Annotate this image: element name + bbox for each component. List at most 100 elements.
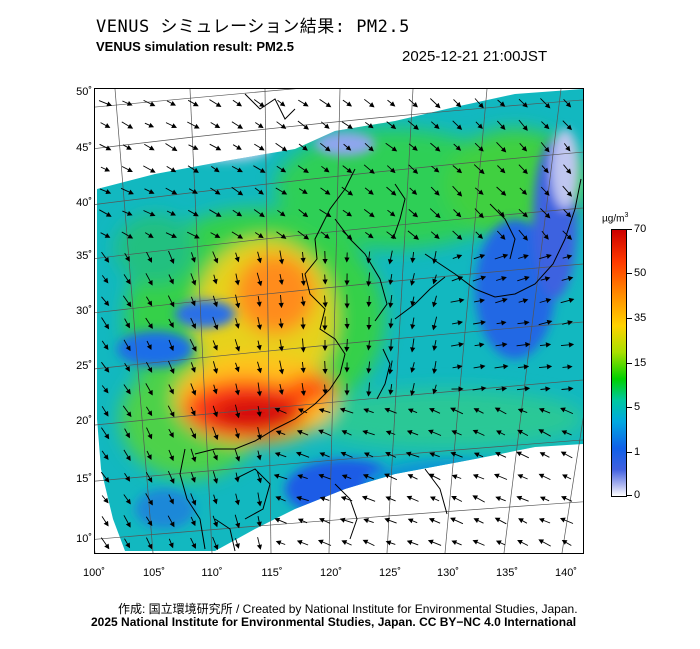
wind-arrow-head bbox=[147, 323, 153, 329]
wind-arrow-head bbox=[191, 323, 197, 329]
wind-arrow-head bbox=[435, 212, 441, 219]
wind-arrow-head bbox=[322, 279, 328, 285]
wind-arrow-head bbox=[411, 189, 418, 195]
wind-arrow-head bbox=[234, 476, 240, 483]
wind-arrow-head bbox=[169, 455, 174, 462]
wind-arrow-head bbox=[406, 429, 413, 435]
wind-arrow-head bbox=[340, 451, 347, 457]
wind-arrow-head bbox=[472, 495, 479, 501]
wind-arrow-head bbox=[388, 279, 394, 285]
wind-arrow-head bbox=[235, 522, 241, 529]
lat-label-20: 20˚ bbox=[76, 415, 92, 427]
wind-arrow-head bbox=[366, 325, 372, 331]
wind-arrow-head bbox=[237, 123, 244, 129]
wind-arrow-head bbox=[455, 145, 462, 151]
wind-arrow-head bbox=[103, 300, 110, 307]
wind-arrow-head bbox=[125, 366, 130, 372]
wind-arrow-head bbox=[522, 235, 528, 241]
wind-arrow-head bbox=[481, 386, 487, 392]
wind-arrow-head bbox=[543, 167, 549, 174]
wind-arrow-head bbox=[344, 257, 350, 263]
wind-arrow-head bbox=[169, 388, 174, 395]
wind-arrow-head bbox=[361, 495, 368, 501]
wind-arrow-head bbox=[278, 302, 284, 309]
wind-arrow-head bbox=[213, 434, 219, 441]
wind-arrow-head bbox=[546, 253, 552, 259]
wind-arrow-head bbox=[274, 407, 281, 413]
wind-arrow-head bbox=[322, 346, 328, 352]
wind-arrow-head bbox=[388, 323, 394, 329]
wind-arrow-head bbox=[234, 256, 240, 263]
wind-arrow-head bbox=[258, 189, 264, 195]
wind-arrow-head bbox=[472, 474, 479, 479]
wind-arrow-head bbox=[473, 452, 480, 458]
wind-arrow-head bbox=[170, 100, 176, 106]
wind-arrow-head bbox=[169, 345, 174, 352]
wind-arrow-head bbox=[517, 408, 524, 414]
wind-arrow-head bbox=[539, 452, 546, 457]
wind-arrow-head bbox=[388, 302, 394, 309]
wind-arrow-head bbox=[319, 517, 325, 523]
wind-arrow-head bbox=[561, 539, 568, 545]
wind-arrow-head bbox=[545, 386, 551, 392]
wind-arrow-head bbox=[259, 168, 266, 173]
wind-arrow-head bbox=[432, 258, 438, 264]
graticule bbox=[95, 89, 583, 553]
wind-arrow-head bbox=[191, 499, 197, 506]
wind-arrow-head bbox=[429, 496, 436, 502]
wind-arrow-head bbox=[412, 102, 418, 108]
wind-arrow-head bbox=[565, 211, 572, 218]
wind-arrow-head bbox=[502, 297, 508, 303]
colorbar-label-1: 1 bbox=[634, 446, 641, 458]
wind-arrow-head bbox=[256, 367, 262, 374]
wind-arrow-head bbox=[323, 167, 330, 173]
wind-arrow-head bbox=[362, 539, 369, 545]
wind-arrow-head bbox=[236, 211, 243, 217]
wind-arrow-head bbox=[212, 368, 219, 374]
wind-arrow-head bbox=[256, 344, 262, 351]
wind-arrow-head bbox=[428, 518, 435, 523]
pm25-map bbox=[94, 88, 584, 554]
wind-arrow-head bbox=[125, 521, 131, 528]
wind-arrow-head bbox=[494, 407, 501, 413]
wind-arrow-head bbox=[212, 411, 219, 418]
wind-arrow-head bbox=[212, 301, 218, 308]
wind-arrow-head bbox=[546, 319, 553, 325]
wind-arrow-head bbox=[126, 411, 132, 418]
wind-arrow-head bbox=[300, 390, 306, 396]
wind-arrow-head bbox=[169, 258, 175, 265]
wind-arrow-head bbox=[104, 233, 111, 238]
wind-arrow-head bbox=[389, 167, 396, 174]
wind-arrow-head bbox=[256, 411, 262, 417]
lat-label-35: 35˚ bbox=[76, 250, 92, 262]
wind-arrow-head bbox=[127, 233, 134, 239]
wind-arrow-head bbox=[324, 233, 330, 239]
wind-arrow-head bbox=[479, 253, 486, 259]
wind-arrow-head bbox=[191, 346, 197, 352]
wind-arrow-head bbox=[125, 256, 130, 262]
wind-arrow-head bbox=[389, 101, 396, 107]
wind-arrow-head bbox=[451, 540, 458, 546]
wind-arrow-head bbox=[368, 212, 375, 218]
wind-arrow-head bbox=[410, 347, 416, 353]
wind-arrow-head bbox=[256, 521, 262, 527]
wind-arrow-head bbox=[478, 212, 484, 219]
wind-arrow-head bbox=[362, 474, 369, 479]
wind-arrow-head bbox=[125, 278, 131, 285]
wind-arrow-head bbox=[146, 454, 152, 460]
wind-arrow-head bbox=[347, 190, 354, 196]
wind-arrow-head bbox=[148, 499, 153, 506]
wind-arrow-head bbox=[103, 410, 109, 417]
wind-arrow-head bbox=[278, 368, 284, 375]
wind-arrow-head bbox=[455, 101, 462, 108]
wind-arrow-head bbox=[457, 320, 463, 326]
wind-arrow-head bbox=[366, 301, 372, 308]
wind-arrow-head bbox=[169, 368, 175, 375]
wind-arrow-head bbox=[212, 498, 218, 505]
wind-arrow-head bbox=[104, 257, 110, 263]
wind-arrow-head bbox=[237, 167, 243, 173]
wind-arrow-head bbox=[477, 233, 483, 239]
wind-arrow-head bbox=[278, 279, 284, 285]
wind-arrow-head bbox=[278, 258, 285, 265]
wind-arrow-head bbox=[148, 145, 155, 151]
